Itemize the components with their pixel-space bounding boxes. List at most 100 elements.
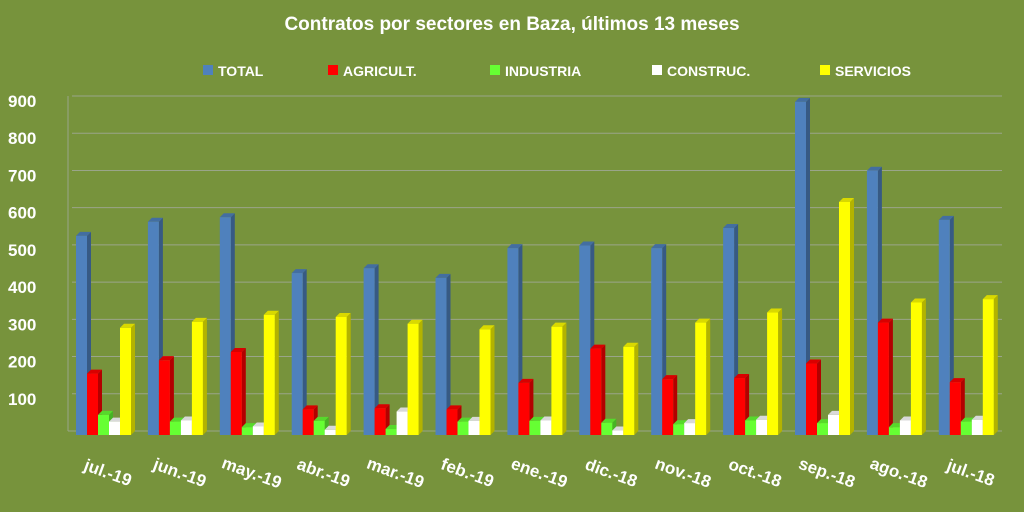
bar: [551, 326, 563, 435]
gridlines: [67, 95, 1002, 432]
bar-top: [363, 264, 379, 269]
bar: [147, 221, 159, 435]
bar: [396, 411, 408, 435]
bar-top: [745, 416, 761, 421]
bar: [529, 420, 541, 435]
bar-top: [590, 344, 606, 349]
bar: [98, 414, 109, 435]
bar-top: [302, 405, 318, 410]
bar: [612, 430, 624, 435]
bar: [662, 379, 674, 435]
bar: [756, 419, 768, 435]
legend: TOTAL AGRICULT. INDUSTRIA CONSTRUC. SERVICIO…: [203, 63, 911, 79]
bar-top: [662, 375, 678, 380]
bar: [949, 382, 961, 435]
bar-servicios-12: [982, 295, 998, 435]
bar: [601, 422, 613, 435]
x-tick-label: jul.-19: [81, 455, 135, 490]
bar: [623, 346, 635, 435]
bar: [169, 421, 181, 435]
bar-top: [910, 298, 926, 303]
bar-agricult-8: [662, 375, 678, 435]
bar-top: [446, 405, 462, 410]
bar-top: [651, 244, 667, 249]
y-tick-label: 500: [8, 241, 36, 260]
legend-swatch: [203, 65, 213, 75]
bar-agricult-1: [158, 356, 174, 435]
bar-top: [479, 325, 495, 330]
bar-side: [921, 298, 926, 435]
bar-top: [795, 97, 810, 102]
bar-top: [241, 423, 257, 428]
bar: [579, 245, 591, 435]
x-tick-label: ago.-18: [868, 454, 930, 492]
bar-agricult-7: [590, 344, 606, 435]
x-axis: jul.-19 jun.-19 may.-19 abr.-19 mar.-19 feb.-…: [81, 453, 997, 492]
bar: [839, 201, 850, 435]
bar-top: [76, 231, 91, 236]
y-axis: 100 200 300 400 500 600 700 800 900: [8, 92, 36, 409]
bar: [651, 248, 663, 435]
bar-top: [866, 166, 882, 171]
bar-top: [601, 418, 617, 423]
bar: [385, 429, 397, 435]
bar-top: [518, 378, 534, 383]
y-tick-label: 700: [8, 166, 36, 185]
bar-top: [695, 318, 711, 323]
bar-top: [313, 416, 329, 421]
bar: [899, 420, 911, 435]
bar-side: [673, 375, 678, 435]
bar-servicios-3: [335, 313, 351, 435]
bar-agricult-10: [806, 359, 821, 435]
y-tick-label: 100: [8, 390, 36, 409]
bar-servicios-1: [191, 317, 207, 435]
bar-side: [706, 318, 711, 435]
bar-top: [263, 310, 279, 315]
bar: [180, 420, 192, 435]
bar-top: [579, 241, 595, 246]
bar: [435, 277, 447, 435]
y-tick-label: 200: [8, 353, 36, 372]
bar-side: [778, 308, 783, 435]
bar-top: [623, 342, 639, 347]
x-tick-label: oct.-18: [726, 455, 784, 492]
bar: [219, 217, 231, 435]
bars: [76, 97, 998, 435]
bar-agricult-2: [230, 347, 246, 435]
x-tick-label: abr.-19: [295, 455, 353, 492]
bar-side: [241, 347, 246, 435]
bar: [313, 420, 325, 435]
bar: [684, 423, 696, 435]
bar-agricult-11: [877, 318, 893, 435]
bar: [507, 248, 519, 435]
bar-side: [993, 295, 998, 435]
bar-side: [888, 318, 893, 435]
bar: [291, 273, 303, 435]
bar: [335, 317, 347, 435]
bar: [910, 302, 922, 435]
bar: [457, 421, 469, 435]
bar-top: [806, 359, 821, 364]
bar-top: [723, 224, 739, 229]
bar: [87, 373, 98, 435]
bar: [109, 421, 120, 435]
bar-top: [219, 213, 235, 218]
bar-top: [407, 319, 423, 324]
bar-top: [335, 313, 351, 318]
bar: [468, 420, 480, 435]
x-tick-label: ene.-19: [509, 454, 571, 492]
x-tick-label: sep.-18: [796, 454, 858, 492]
bar-top: [734, 374, 750, 379]
bar-top: [551, 322, 567, 327]
bar-top: [529, 416, 545, 421]
x-tick-label: dic.-18: [583, 455, 640, 491]
bar-servicios-4: [407, 319, 423, 435]
legend-swatch: [490, 65, 500, 75]
bar-side: [601, 344, 606, 435]
bar: [263, 314, 275, 435]
bar-top: [767, 308, 783, 313]
bar-top: [507, 244, 523, 249]
legend-label: INDUSTRIA: [505, 63, 581, 79]
bar: [302, 409, 314, 435]
bar: [806, 363, 817, 435]
